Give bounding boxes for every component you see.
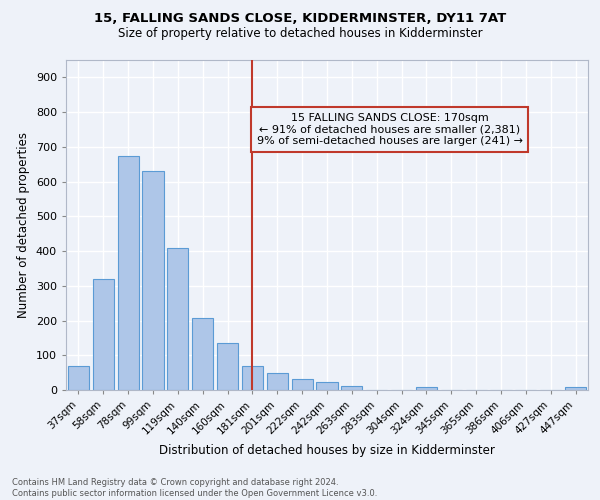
Bar (416, 387, 437, 390)
Y-axis label: Number of detached properties: Number of detached properties (17, 132, 30, 318)
Bar (267, 374, 288, 390)
Bar (142, 171, 164, 390)
Text: 15 FALLING SANDS CLOSE: 170sqm
← 91% of detached houses are smaller (2,381)
9% o: 15 FALLING SANDS CLOSE: 170sqm ← 91% of … (257, 113, 523, 146)
Bar (242, 366, 263, 390)
Bar (93, 279, 114, 390)
Bar (316, 382, 338, 390)
Bar (217, 343, 238, 390)
Bar (68, 366, 89, 390)
Bar (118, 156, 139, 390)
Bar (192, 318, 213, 390)
Text: Size of property relative to detached houses in Kidderminster: Size of property relative to detached ho… (118, 28, 482, 40)
Bar (565, 387, 586, 390)
Bar (167, 248, 188, 390)
Bar (292, 378, 313, 390)
Bar (341, 386, 362, 390)
Text: Contains HM Land Registry data © Crown copyright and database right 2024.
Contai: Contains HM Land Registry data © Crown c… (12, 478, 377, 498)
X-axis label: Distribution of detached houses by size in Kidderminster: Distribution of detached houses by size … (159, 444, 495, 457)
Text: 15, FALLING SANDS CLOSE, KIDDERMINSTER, DY11 7AT: 15, FALLING SANDS CLOSE, KIDDERMINSTER, … (94, 12, 506, 26)
